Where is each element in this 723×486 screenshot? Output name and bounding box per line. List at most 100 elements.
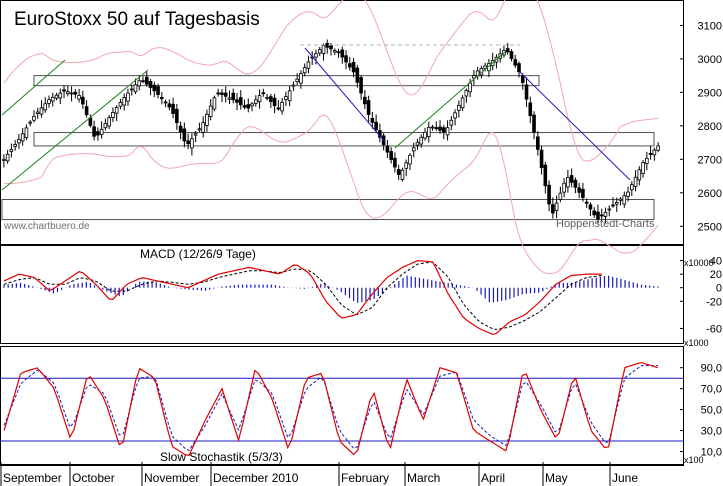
candle-body	[299, 73, 303, 84]
candle-body	[212, 97, 217, 110]
x-tick-label: May	[545, 471, 568, 485]
x-tick-label: November	[144, 471, 199, 485]
candle-body	[396, 169, 401, 175]
candle-body	[2, 158, 6, 161]
candle-body	[340, 49, 345, 58]
support-band	[33, 75, 540, 87]
candle-body	[566, 177, 570, 188]
candle-body	[603, 211, 608, 217]
candle-body	[363, 96, 367, 105]
candle-body	[588, 204, 593, 210]
candle-body	[152, 84, 157, 92]
candle-body	[302, 67, 307, 74]
candle-body	[592, 210, 596, 216]
x-tick-label: February	[341, 471, 389, 485]
candle-body	[332, 50, 337, 53]
candle-body	[144, 76, 149, 85]
candle-body	[562, 182, 566, 193]
candle-body	[193, 133, 198, 136]
candle-body	[201, 122, 205, 133]
candle-body	[411, 147, 416, 152]
stochastic-unit-bottom: x100	[684, 455, 704, 465]
y-tick-label: 20	[710, 269, 722, 281]
candle-body	[220, 92, 224, 96]
candle-body	[393, 157, 397, 168]
y-tick-label: -20	[706, 296, 722, 308]
candle-body	[133, 84, 138, 93]
support-band	[33, 132, 655, 147]
y-tick-label: 2600	[698, 188, 722, 200]
candle-body	[464, 90, 469, 97]
candle-body	[129, 88, 134, 91]
candle-body	[238, 97, 243, 106]
candle-body	[99, 128, 104, 135]
x-tick-label: October	[72, 471, 115, 485]
y-tick-label: -60	[706, 323, 722, 335]
y-tick-label: 2700	[698, 154, 722, 166]
candle-body	[581, 188, 585, 198]
candle-body	[460, 97, 465, 109]
candle-body	[47, 99, 51, 104]
candle-body	[347, 63, 352, 68]
candle-body	[449, 119, 454, 126]
downtrend-line	[304, 47, 386, 143]
y-tick-label: 30,0	[701, 426, 722, 438]
candle-body	[520, 75, 525, 83]
candle-body	[509, 51, 514, 59]
y-tick-label: 2800	[698, 121, 722, 133]
price-chart: 2500 2600 2700 2800 2900 3000 3100	[1, 0, 722, 275]
candle-body	[607, 208, 612, 211]
candle-body	[58, 92, 63, 99]
candle-body	[483, 65, 487, 69]
macd-label: MACD (12/26/9 Tage)	[140, 247, 256, 261]
candle-body	[528, 102, 533, 117]
candle-body	[430, 126, 435, 129]
candle-body	[408, 154, 412, 165]
candle-body	[611, 204, 615, 207]
stochastic-chart: 90,0 70,0 50,0 30,0 10,0	[1, 361, 722, 459]
candle-body	[291, 84, 296, 87]
x-axis: September October November December 2010 Feb…	[0, 462, 684, 486]
candle-body	[656, 145, 660, 151]
candle-body	[468, 82, 472, 93]
candle-body	[584, 201, 589, 204]
candle-body	[419, 136, 424, 145]
candle-body	[453, 112, 457, 119]
stochastic-d-line	[3, 365, 658, 452]
candle-body	[539, 149, 544, 168]
candle-body	[336, 51, 341, 54]
candle-body	[62, 89, 66, 92]
candle-body	[276, 107, 281, 110]
candle-body	[513, 59, 518, 66]
candle-body	[126, 92, 130, 102]
candle-body	[272, 97, 277, 107]
candle-body	[505, 48, 510, 53]
candle-body	[637, 169, 642, 181]
candle-body	[351, 61, 356, 73]
uptrend-line	[1, 59, 66, 116]
y-tick-label: 70,0	[701, 384, 722, 396]
candle-body	[159, 97, 164, 100]
candle-body	[257, 95, 262, 103]
uptrend-line	[1, 69, 149, 191]
candle-body	[137, 80, 142, 87]
candle-body	[618, 198, 623, 201]
candle-body	[457, 104, 461, 111]
candle-body	[551, 204, 555, 214]
x-tick-label: June	[612, 471, 638, 485]
candle-body	[84, 106, 89, 116]
uptrend-line	[394, 51, 506, 149]
candle-body	[543, 164, 548, 187]
candle-body	[626, 191, 630, 197]
candle-body	[641, 162, 645, 174]
candle-body	[148, 80, 153, 88]
candle-body	[558, 192, 563, 200]
candle-body	[235, 99, 239, 103]
candle-body	[17, 139, 21, 144]
candle-body	[344, 55, 348, 63]
candle-body	[366, 100, 371, 115]
candle-body	[404, 162, 408, 169]
candle-body	[253, 99, 258, 104]
candle-body	[186, 140, 190, 145]
